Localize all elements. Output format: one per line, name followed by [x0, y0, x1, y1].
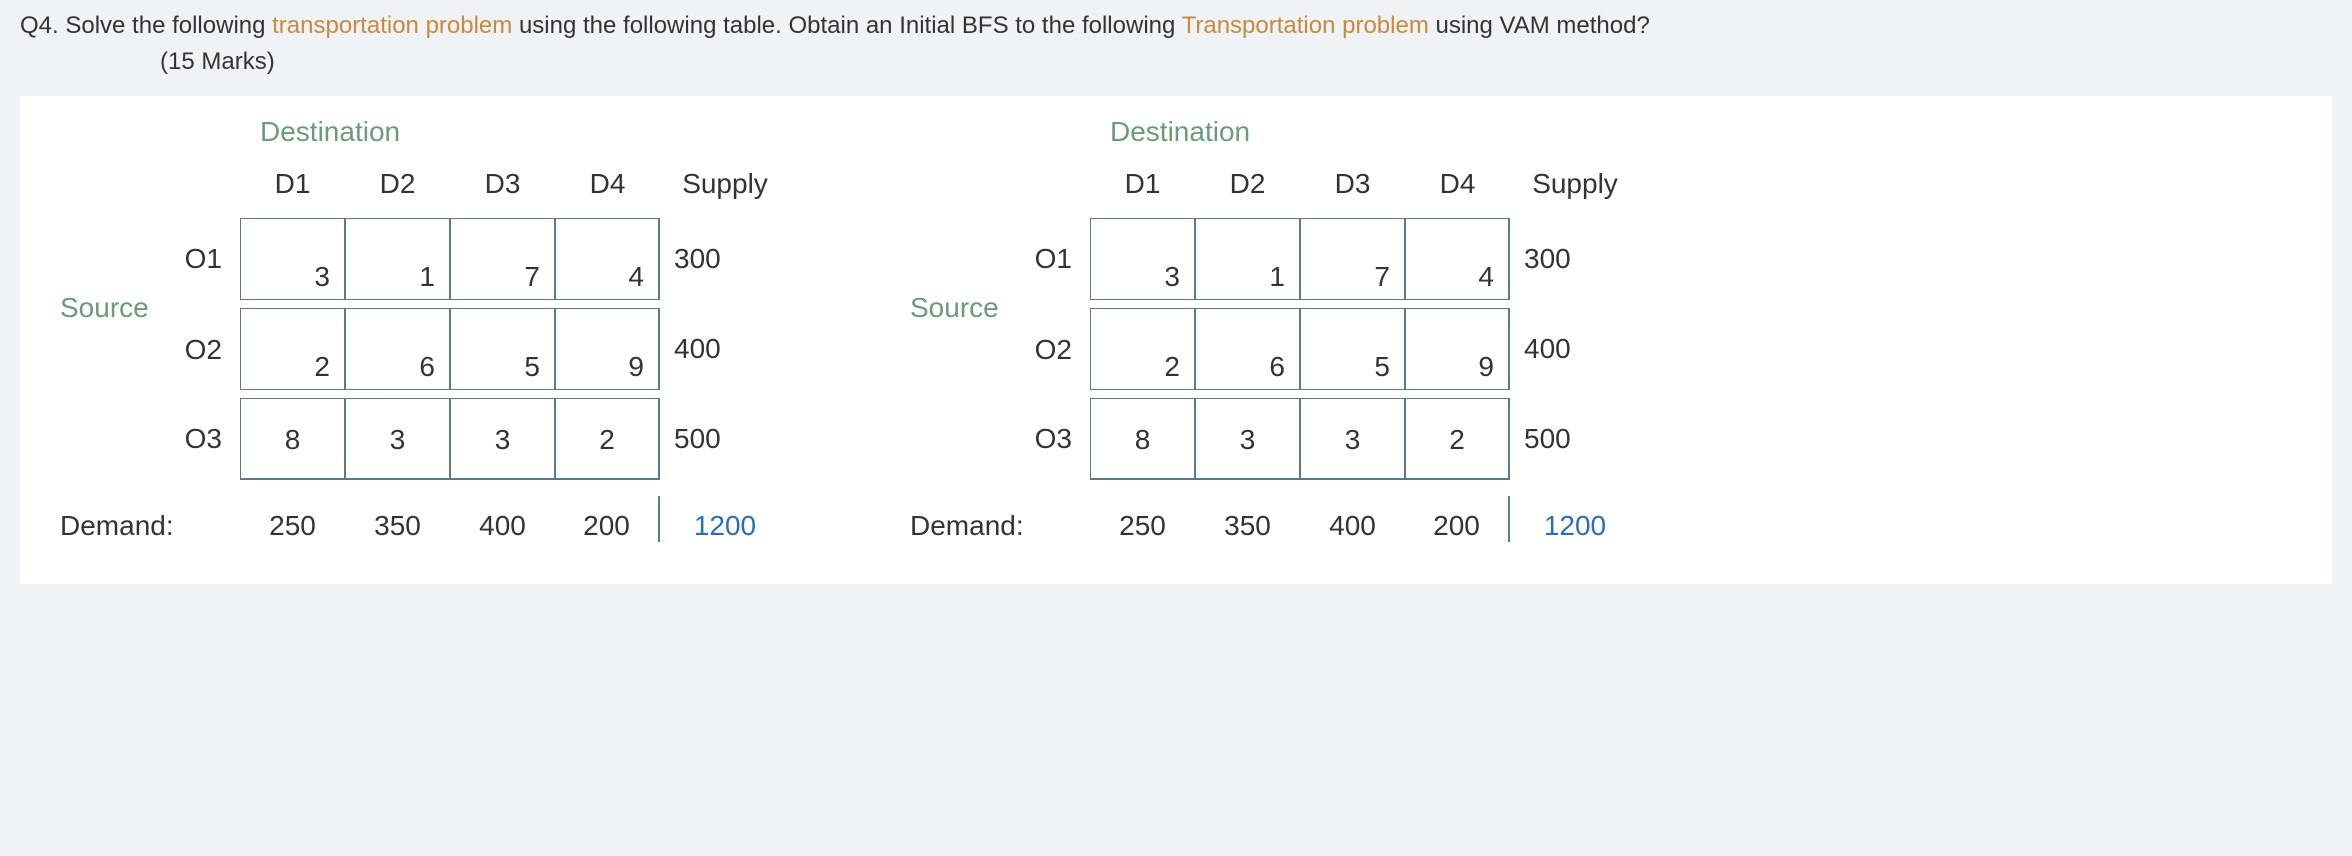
- question-text: Q4. Solve the following transportation p…: [20, 12, 2332, 40]
- supply-o3-r: 500: [1510, 423, 1640, 455]
- cell-o1-d4: 4: [555, 218, 660, 300]
- cell-o1-d1: 3: [240, 218, 345, 300]
- cell-o3-d1: 8: [240, 398, 345, 480]
- tables-panel: Destination D1 D2 D3 D4 Supply O1 3 1 7 …: [20, 96, 2332, 584]
- cost-o3-d2: 3: [346, 399, 449, 481]
- demand-d4: 200: [555, 496, 660, 542]
- cell-o1-d3-r: 7: [1300, 218, 1405, 300]
- demand-d1-r: 250: [1090, 496, 1195, 542]
- col-header-d3-r: D3: [1300, 168, 1405, 200]
- row-label-o3: O3: [60, 423, 240, 455]
- cost-o3-d3-r: 3: [1301, 399, 1404, 481]
- cell-o1-d2-r: 1: [1195, 218, 1300, 300]
- supply-o2-r: 400: [1510, 333, 1640, 365]
- tp-table-left: Destination D1 D2 D3 D4 Supply O1 3 1 7 …: [60, 116, 790, 554]
- cell-o3-d3-r: 3: [1300, 398, 1405, 480]
- supply-header-r: Supply: [1510, 168, 1640, 200]
- total-val: 1200: [660, 496, 790, 542]
- demand-d1: 250: [240, 496, 345, 542]
- cell-o1-d3: 7: [450, 218, 555, 300]
- supply-o3: 500: [660, 423, 790, 455]
- cost-o1-d1-r: 3: [1164, 261, 1180, 293]
- cost-o3-d1-r: 8: [1091, 399, 1194, 481]
- marks-label: (15 Marks): [160, 48, 2332, 76]
- supply-o1: 300: [660, 243, 790, 275]
- cell-o2-d2: 6: [345, 308, 450, 390]
- cell-o2-d2-r: 6: [1195, 308, 1300, 390]
- cell-o1-d1-r: 3: [1090, 218, 1195, 300]
- cost-o2-d3-r: 5: [1374, 351, 1390, 383]
- cost-o2-d4: 9: [628, 351, 644, 383]
- col-header-d1: D1: [240, 168, 345, 200]
- col-header-d4: D4: [555, 168, 660, 200]
- cell-o3-d2-r: 3: [1195, 398, 1300, 480]
- destination-label-r: Destination: [1110, 116, 1640, 148]
- demand-label-r: Demand:: [910, 496, 1090, 542]
- cell-o1-d4-r: 4: [1405, 218, 1510, 300]
- cost-o3-d4-r: 2: [1406, 399, 1508, 481]
- cell-o3-d3: 3: [450, 398, 555, 480]
- source-label: Source: [60, 292, 240, 324]
- cost-o1-d4: 4: [628, 261, 644, 293]
- supply-o1-r: 300: [1510, 243, 1640, 275]
- cell-o3-d4-r: 2: [1405, 398, 1510, 480]
- destination-label: Destination: [260, 116, 790, 148]
- total-val-r: 1200: [1510, 496, 1640, 542]
- source-label-r: Source: [910, 292, 1090, 324]
- cell-o2-d1: 2: [240, 308, 345, 390]
- row-label-o1: O1: [60, 243, 240, 275]
- col-header-d3: D3: [450, 168, 555, 200]
- cost-o3-d1: 8: [241, 399, 344, 481]
- cell-o2-d4-r: 9: [1405, 308, 1510, 390]
- cost-o1-d1: 3: [314, 261, 330, 293]
- demand-d3-r: 400: [1300, 496, 1405, 542]
- cell-o2-d3: 5: [450, 308, 555, 390]
- cost-o1-d3-r: 7: [1374, 261, 1390, 293]
- cost-o1-d2-r: 1: [1269, 261, 1285, 293]
- cost-o1-d4-r: 4: [1478, 261, 1494, 293]
- cost-o2-d4-r: 9: [1478, 351, 1494, 383]
- cost-o2-d3: 5: [524, 351, 540, 383]
- row-label-o2: O2: [60, 334, 240, 366]
- cell-o3-d1-r: 8: [1090, 398, 1195, 480]
- cost-o3-d3: 3: [451, 399, 554, 481]
- cell-o3-d2: 3: [345, 398, 450, 480]
- q-suffix: using VAM method?: [1429, 12, 1650, 39]
- demand-d3: 400: [450, 496, 555, 542]
- cell-o2-d4: 9: [555, 308, 660, 390]
- cost-o2-d1-r: 2: [1164, 351, 1180, 383]
- cost-o3-d2-r: 3: [1196, 399, 1299, 481]
- cost-o2-d2-r: 6: [1269, 351, 1285, 383]
- demand-d2-r: 350: [1195, 496, 1300, 542]
- cell-o1-d2: 1: [345, 218, 450, 300]
- cost-o2-d2: 6: [419, 351, 435, 383]
- demand-d2: 350: [345, 496, 450, 542]
- row-label-o2-r: O2: [910, 334, 1090, 366]
- supply-o2: 400: [660, 333, 790, 365]
- q-prefix: Q4. Solve the following: [20, 12, 272, 39]
- col-header-d2: D2: [345, 168, 450, 200]
- row-label-o1-r: O1: [910, 243, 1090, 275]
- cost-o2-d1: 2: [314, 351, 330, 383]
- col-header-d4-r: D4: [1405, 168, 1510, 200]
- col-header-d1-r: D1: [1090, 168, 1195, 200]
- row-label-o3-r: O3: [910, 423, 1090, 455]
- q-highlight-2: Transportation problem: [1182, 12, 1429, 39]
- cell-o3-d4: 2: [555, 398, 660, 480]
- cell-o2-d3-r: 5: [1300, 308, 1405, 390]
- cost-o3-d4: 2: [556, 399, 658, 481]
- col-header-d2-r: D2: [1195, 168, 1300, 200]
- cell-o2-d1-r: 2: [1090, 308, 1195, 390]
- demand-label: Demand:: [60, 496, 240, 542]
- supply-header: Supply: [660, 168, 790, 200]
- q-highlight-1: transportation problem: [272, 12, 512, 39]
- cost-o1-d3: 7: [524, 261, 540, 293]
- tp-table-right: Destination D1 D2 D3 D4 Supply O1 3 1 7 …: [910, 116, 1640, 554]
- q-mid: using the following table. Obtain an Ini…: [512, 12, 1181, 39]
- cost-o1-d2: 1: [419, 261, 435, 293]
- demand-d4-r: 200: [1405, 496, 1510, 542]
